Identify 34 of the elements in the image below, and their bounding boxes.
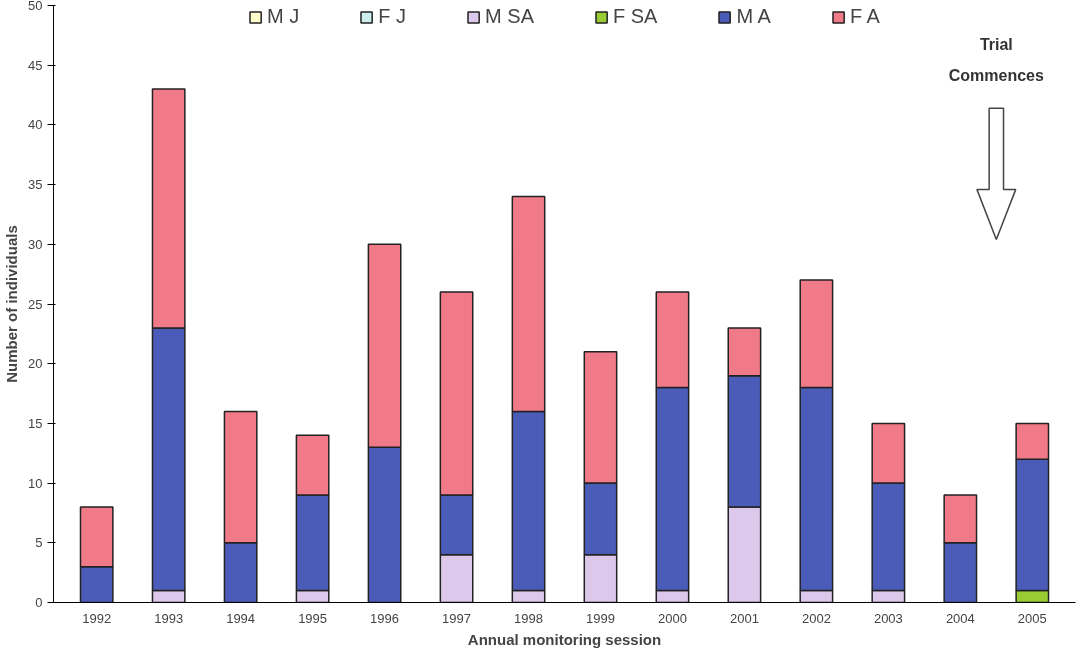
- legend-label: F A: [849, 5, 880, 28]
- x-tick-label: 1997: [442, 610, 471, 626]
- x-tick-label: 1998: [514, 610, 543, 626]
- x-tick-label: 2003: [873, 610, 903, 626]
- y-tick-label: 40: [28, 117, 43, 133]
- legend-label: F J: [378, 5, 407, 28]
- y-tick-label: 0: [35, 595, 43, 610]
- y-tick-label: 5: [35, 535, 43, 551]
- y-tick-label: 20: [28, 356, 43, 372]
- x-tick-label: 1995: [298, 610, 328, 626]
- legend-label: M J: [267, 5, 300, 28]
- x-tick-label: 1994: [226, 610, 256, 626]
- y-tick-label: 45: [28, 57, 43, 73]
- y-tick-label: 30: [28, 236, 43, 252]
- x-tick-label: 1999: [586, 610, 615, 626]
- y-tick-label: 35: [28, 177, 43, 193]
- x-tick-label: 2001: [729, 610, 759, 626]
- x-tick-label: 1992: [82, 610, 112, 626]
- x-tick-label: 2000: [658, 610, 687, 626]
- y-tick-label: 50: [28, 0, 43, 13]
- y-tick-label: 10: [28, 475, 43, 491]
- x-axis-title: Annual monitoring session: [467, 630, 662, 648]
- x-tick-label: 2004: [945, 610, 975, 626]
- x-tick-label: 1996: [370, 610, 400, 626]
- x-tick-label: 1993: [154, 610, 184, 626]
- legend-label: M SA: [485, 5, 534, 28]
- legend-label: M A: [736, 5, 771, 28]
- y-tick-label: 25: [28, 296, 43, 312]
- legend-label: F SA: [612, 5, 658, 28]
- x-tick-label: 2005: [1017, 610, 1047, 626]
- x-tick-label: 2002: [801, 610, 831, 626]
- annotation: Trial Commences: [948, 36, 1045, 85]
- y-tick-label: 15: [28, 415, 43, 431]
- y-axis-title: Number of individuals: [3, 225, 21, 383]
